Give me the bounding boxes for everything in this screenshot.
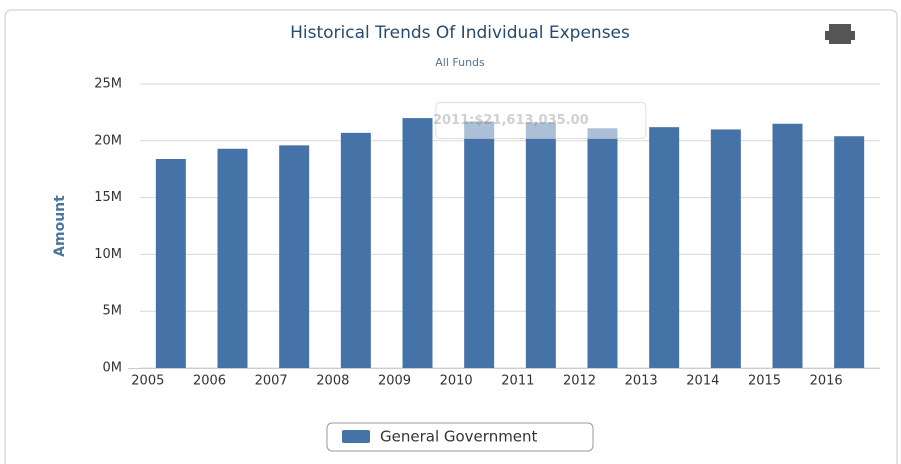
print-icon[interactable] [825,24,855,44]
x-tick-label: 2009 [378,374,411,389]
x-tick-label: 2016 [810,374,843,389]
chart-subtitle: All Funds [435,56,485,69]
x-tick-label: 2013 [625,374,658,389]
y-tick-label: 10M [94,247,122,262]
bar [402,118,433,368]
bar [525,122,556,368]
tooltip-text: 2011:$21,613,035.00 [433,113,589,128]
y-axis-label: Amount [52,195,68,257]
bar [340,132,371,368]
bar [710,129,741,368]
bar [464,121,495,368]
chart-title: Historical Trends Of Individual Expenses [290,23,630,43]
x-tick-label: 2007 [255,374,288,389]
legend-swatch [342,430,370,443]
bar [649,127,680,368]
bar [834,136,865,368]
bar [587,128,618,368]
x-tick-label: 2005 [131,374,164,389]
x-tick-label: 2008 [316,374,349,389]
y-tick-label: 5M [103,304,123,319]
bar [279,145,310,368]
y-tick-label: 25M [94,77,122,92]
bar [217,148,248,368]
x-tick-label: 2010 [440,374,473,389]
tooltip-box [435,101,647,139]
y-tick-label: 15M [94,190,122,205]
legend-box [326,422,594,452]
panel [4,9,898,464]
y-tick-label: 20M [94,133,122,148]
y-tick-label: 0M [103,361,123,376]
legend-label: General Government [380,428,538,446]
bar [772,123,803,368]
bar [155,158,186,368]
x-tick-label: 2012 [563,374,596,389]
x-tick-label: 2011 [501,374,534,389]
x-tick-label: 2006 [193,374,226,389]
legend[interactable]: General Government [326,422,594,452]
x-tick-label: 2015 [748,374,781,389]
x-tick-label: 2014 [686,374,719,389]
